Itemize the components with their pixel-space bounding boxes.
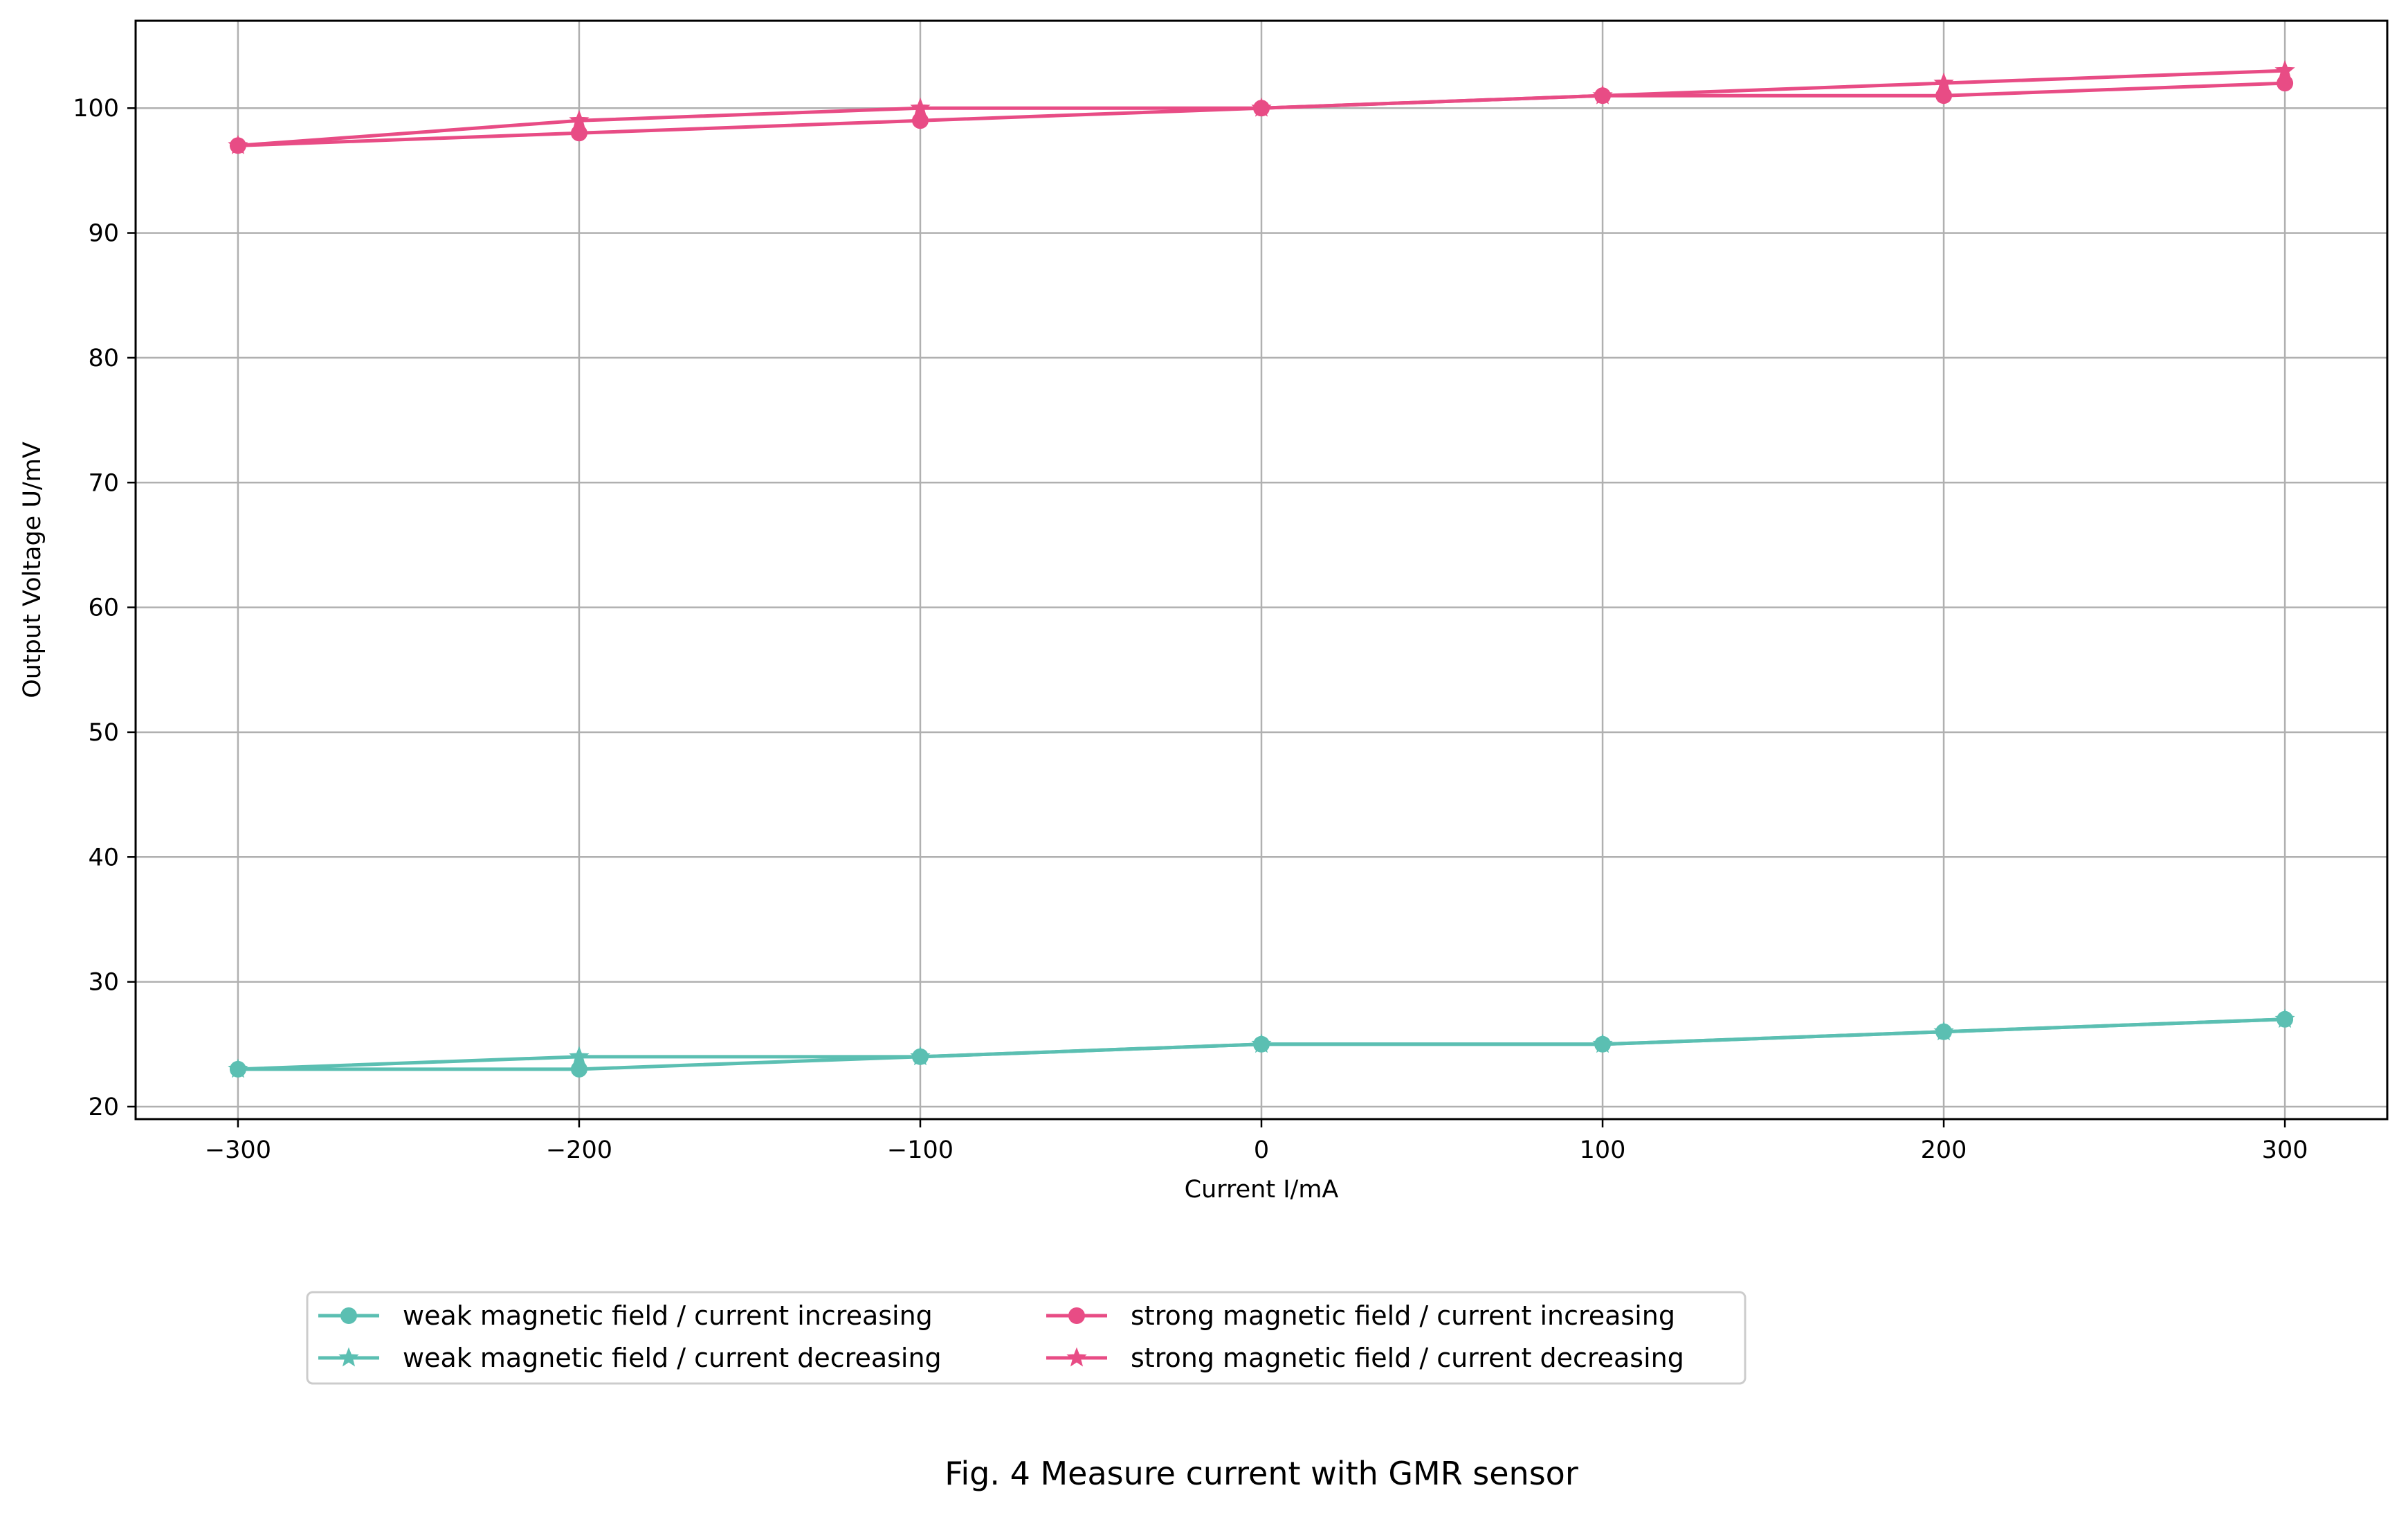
legend-marker bbox=[1066, 1347, 1087, 1367]
y-tick-label: 40 bbox=[88, 844, 119, 871]
figure-caption: Fig. 4 Measure current with GMR sensor bbox=[945, 1455, 1578, 1492]
y-tick-label: 80 bbox=[88, 345, 119, 372]
data-point bbox=[2274, 1008, 2295, 1028]
y-tick-label: 100 bbox=[73, 95, 119, 123]
data-point bbox=[910, 1046, 931, 1066]
x-tick-label: 0 bbox=[1254, 1136, 1269, 1164]
data-point bbox=[1933, 72, 1954, 92]
legend-marker bbox=[1068, 1307, 1085, 1324]
legend-label: weak magnetic field / current decreasing bbox=[403, 1343, 942, 1373]
data-point bbox=[1251, 1033, 1272, 1053]
x-tick-label: 100 bbox=[1580, 1136, 1626, 1164]
data-point bbox=[570, 125, 587, 142]
legend-item: strong magnetic field / current increasi… bbox=[1046, 1300, 1675, 1331]
data-point bbox=[569, 1046, 590, 1066]
data-point bbox=[1935, 87, 1953, 105]
legend-label: strong magnetic field / current decreasi… bbox=[1131, 1343, 1684, 1373]
y-tick-label: 90 bbox=[88, 220, 119, 248]
y-tick-label: 70 bbox=[88, 469, 119, 497]
y-tick-label: 30 bbox=[88, 969, 119, 997]
y-tick-label: 50 bbox=[88, 719, 119, 747]
data-point bbox=[570, 1060, 587, 1078]
legend-item: weak magnetic field / current decreasing bbox=[318, 1343, 942, 1373]
data-point bbox=[228, 1058, 248, 1078]
x-tick-label: 200 bbox=[1921, 1136, 1967, 1164]
data-point bbox=[911, 112, 929, 129]
data-point bbox=[1592, 1033, 1613, 1053]
legend-label: weak magnetic field / current increasing bbox=[403, 1300, 933, 1331]
y-tick-label: 60 bbox=[88, 595, 119, 622]
legend-box bbox=[306, 1291, 1746, 1385]
legend-item: weak magnetic field / current increasing bbox=[318, 1300, 933, 1331]
data-point bbox=[1592, 84, 1613, 105]
data-point bbox=[228, 134, 248, 154]
x-axis-label: Current I/mA bbox=[1185, 1176, 1339, 1204]
legend-item: strong magnetic field / current decreasi… bbox=[1046, 1343, 1684, 1373]
series-4 bbox=[228, 60, 2295, 154]
y-tick-label: 20 bbox=[88, 1094, 119, 1121]
legend-marker bbox=[338, 1347, 359, 1367]
data-point bbox=[1933, 1021, 1954, 1041]
series-layer bbox=[228, 60, 2295, 1078]
data-point bbox=[569, 109, 590, 129]
x-tick-label: −200 bbox=[546, 1136, 612, 1164]
x-tick-label: 300 bbox=[2262, 1136, 2308, 1164]
data-point bbox=[2277, 75, 2294, 92]
data-point bbox=[2274, 60, 2295, 80]
data-point bbox=[1251, 97, 1272, 117]
y-axis-label: Output Voltage U/mV bbox=[19, 442, 46, 698]
x-tick-label: −300 bbox=[205, 1136, 271, 1164]
data-point bbox=[910, 97, 931, 117]
grid-layer bbox=[136, 21, 2387, 1119]
legend: weak magnetic field / current increasing… bbox=[306, 1291, 1746, 1385]
series-2 bbox=[228, 1008, 2295, 1078]
legend-label: strong magnetic field / current increasi… bbox=[1131, 1300, 1675, 1331]
tick-layer: −300 −200 −100 0 100 200 300 20 30 40 50 60 70 80 90 10… bbox=[73, 95, 2308, 1164]
legend-marker bbox=[340, 1307, 357, 1324]
x-tick-label: −100 bbox=[887, 1136, 954, 1164]
